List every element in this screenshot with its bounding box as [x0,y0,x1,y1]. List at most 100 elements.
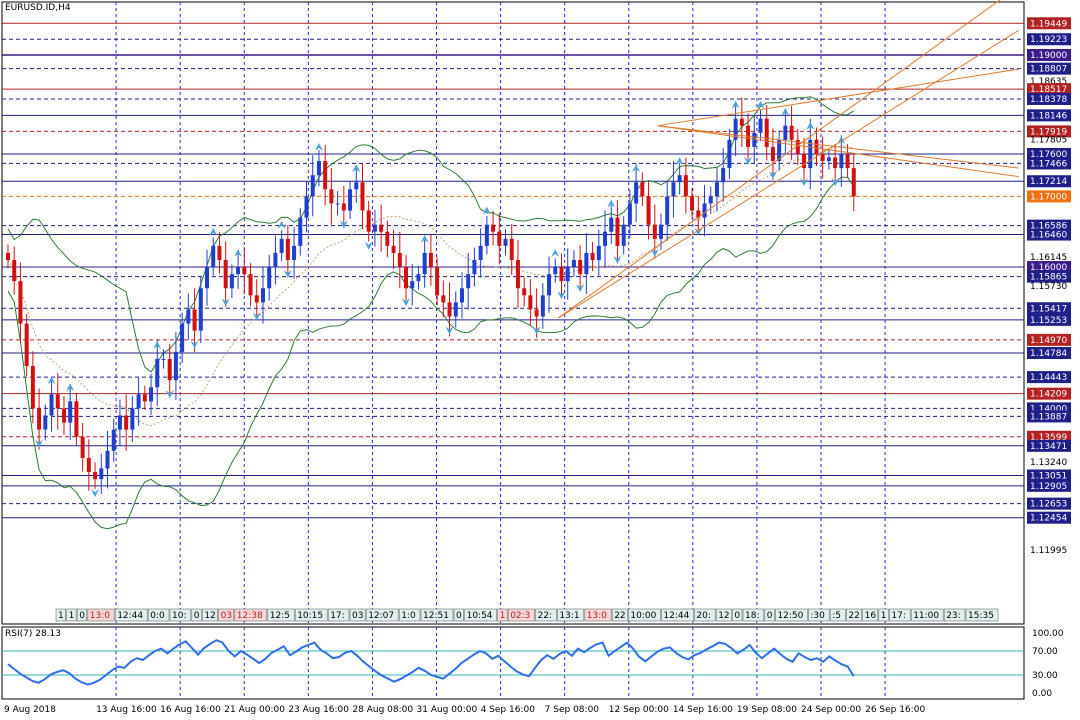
session-tag-label: 22: [538,611,552,621]
price-tag-label: 1.14784 [1030,349,1067,359]
candle-body [627,203,632,225]
candle-body [105,450,110,469]
price-axis-label: 1.16145 [1030,253,1067,263]
candle-body [24,323,29,367]
candle-body [553,267,558,275]
trend-line [657,125,1019,169]
price-tag [1027,17,1071,30]
candle-body [522,288,527,296]
candle-body [391,245,396,253]
session-tag [846,608,862,622]
candle-body [68,401,73,423]
session-tag [507,608,535,622]
price-tag [1027,125,1071,138]
session-tag [829,608,846,622]
price-axis-label: 1.17805 [1030,135,1067,145]
candle-body [646,196,651,225]
candle-body [696,210,701,218]
session-tag-label: 12:51 [423,611,449,621]
price-tag [1027,261,1071,274]
price-tag-label: 1.15417 [1030,304,1067,314]
candle-body [217,245,222,260]
candle-body [528,295,533,310]
session-tag-label: 12:5 [270,611,290,621]
price-tag-label: 1.17919 [1030,127,1067,137]
candle-body [820,153,825,162]
fractal-up-arrow [781,107,790,116]
price-tag [1027,92,1071,105]
session-tag [878,608,889,622]
candle-body [851,168,856,197]
session-tag-label: 11:00 [913,611,939,621]
candle-body [223,259,228,289]
candle-body [484,224,489,246]
candle-body [111,429,116,451]
session-tag [943,608,966,622]
session-tag [147,608,170,622]
candle-body [802,153,807,169]
price-tag [1027,439,1071,452]
candle-body [273,252,278,268]
candle-body [447,302,452,317]
time-axis-label: 24 Sep 00:00 [801,705,861,715]
fractal-down-arrow [364,241,373,250]
fractal-down-arrow [35,439,44,448]
trend-line [558,29,1019,319]
time-axis-label: 28 Aug 08:00 [352,705,413,715]
candle-body [186,309,191,324]
candle-body [341,203,346,211]
price-axis-label: 1.11995 [1030,546,1067,556]
session-tag-label: 20: [696,611,710,621]
session-tag-label: 16 [865,611,877,621]
price-tag-label: 1.17466 [1030,159,1067,169]
candle-body [758,118,763,133]
session-tag [775,608,808,622]
candle-body [596,245,601,260]
session-tag-label: 12:07 [368,611,394,621]
rsi-axis-label: 30.00 [1032,671,1058,681]
session-tag [808,608,830,622]
candle-body [783,125,788,140]
session-tag [398,608,421,622]
session-tag-label: 10:54 [467,611,493,621]
candle-body [833,157,838,169]
candle-body [229,274,234,289]
session-tag-label: 22 [614,611,625,621]
candle-body [404,267,409,289]
price-tag-label: 1.16000 [1030,263,1067,273]
candle-body [397,252,402,268]
candle-body [267,267,272,289]
candle-body [99,468,104,480]
candle-body [410,281,415,289]
candle-body [826,157,831,162]
candle-body [422,252,427,275]
session-tag-label: 03 [352,611,363,621]
candle-body [279,238,284,253]
time-axis-label: 13 Aug 16:00 [96,705,157,715]
candle-body [136,394,141,409]
price-tag-label: 1.12653 [1030,500,1067,510]
session-tag-label: 12:44 [663,611,689,621]
fractal-up-arrow [675,157,684,166]
price-tag [1027,410,1071,423]
candle-body [640,182,645,197]
time-axis-label: 31 Aug 00:00 [417,705,478,715]
session-tag-label: 02:3 [510,611,530,621]
session-tag [169,608,192,622]
candle-body [242,267,247,275]
candle-body [49,394,54,416]
time-axis-label: 26 Sep 16:00 [865,705,925,715]
candle-body [615,217,620,246]
session-tag [464,608,497,622]
candle-body [192,309,197,331]
candle-body [808,139,813,169]
session-tag [862,608,879,622]
session-tag-label: 0 [194,611,200,621]
candle-body [497,231,502,246]
candle-body [795,139,800,154]
candle-body [634,182,639,204]
fractal-down-arrow [613,255,622,264]
candle-body [37,408,42,430]
session-tag-label: 1 [58,611,64,621]
price-tag [1027,430,1071,443]
